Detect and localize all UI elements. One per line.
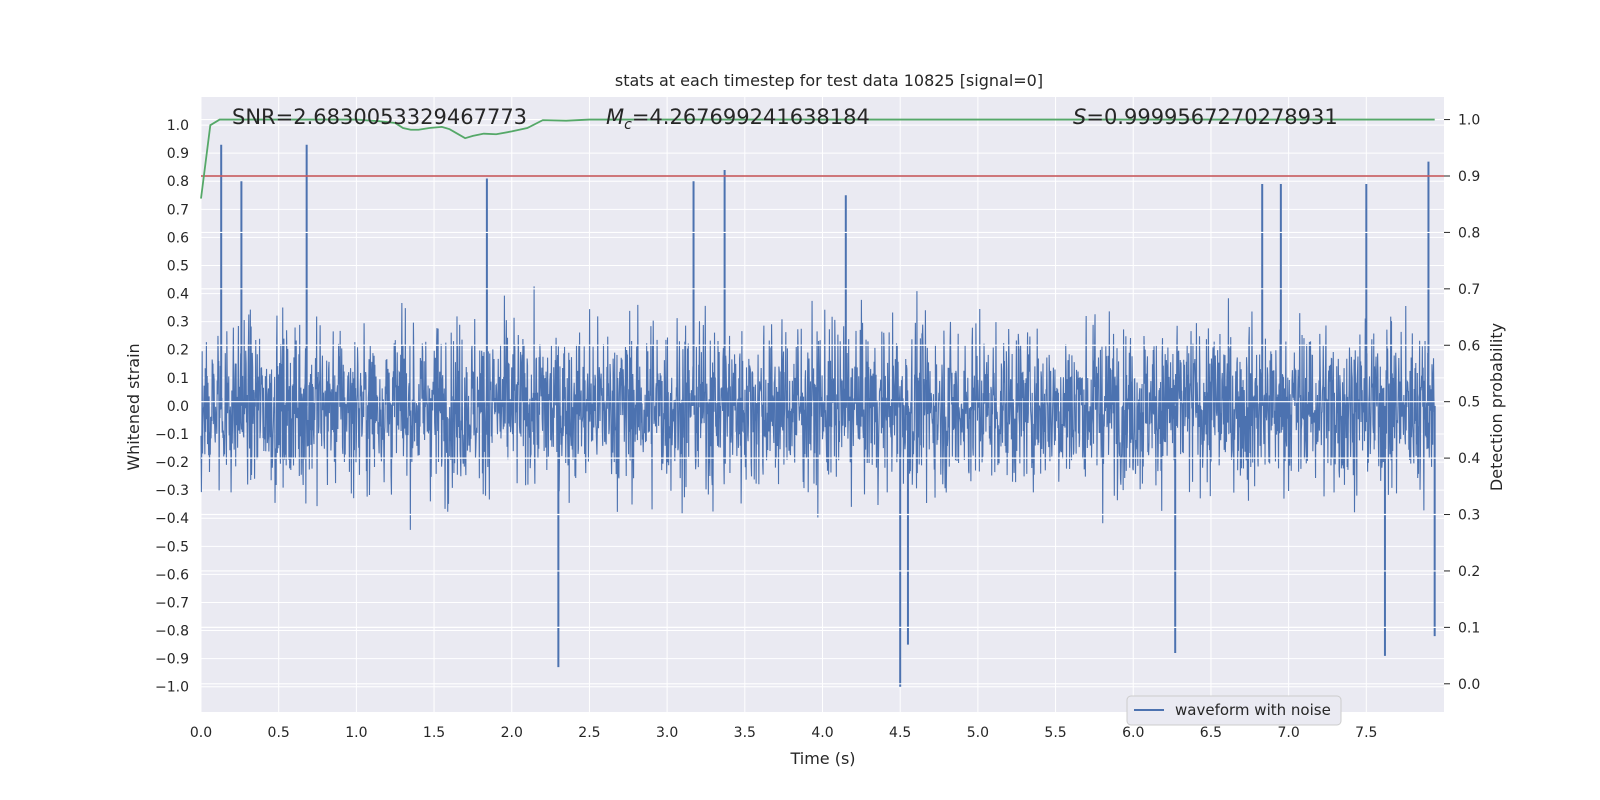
y-tick-label: 0.5 xyxy=(167,258,189,274)
x-tick-label: 2.0 xyxy=(501,725,523,741)
s-value: =0.9999567270278931 xyxy=(1086,105,1337,129)
y-tick-label: 0.4 xyxy=(167,287,189,303)
x-tick-label: 3.5 xyxy=(734,725,756,741)
y-tick-label: −0.6 xyxy=(155,567,189,583)
y2-tick-label: 0.5 xyxy=(1458,395,1480,411)
y-tick-label: −1.0 xyxy=(155,680,189,696)
chart-title: stats at each timestep for test data 108… xyxy=(615,71,1043,90)
x-tick-label: 7.0 xyxy=(1277,725,1299,741)
y2-tick-label: 0.4 xyxy=(1458,451,1480,467)
y-tick-label: 0.6 xyxy=(167,230,189,246)
legend: waveform with noise xyxy=(1126,695,1342,726)
snr-annotation: SNR=2.6830053329467773 xyxy=(232,105,527,129)
x-tick-label: 6.5 xyxy=(1200,725,1222,741)
chirp-mass-subscript: c xyxy=(624,117,632,133)
y-tick-label: −0.4 xyxy=(155,511,189,527)
y2-tick-label: 0.9 xyxy=(1458,169,1480,185)
y-tick-label: −0.7 xyxy=(155,595,189,611)
x-tick-label: 5.0 xyxy=(967,725,989,741)
x-tick-label: 5.5 xyxy=(1044,725,1066,741)
y2-tick-label: 0.2 xyxy=(1458,564,1480,580)
x-tick-label: 1.5 xyxy=(423,725,445,741)
x-axis-label: Time (s) xyxy=(789,749,855,768)
y-tick-label: 0.3 xyxy=(167,315,189,331)
x-tick-label: 4.5 xyxy=(889,725,911,741)
x-tick-label: 6.0 xyxy=(1122,725,1144,741)
y2-tick-label: 0.3 xyxy=(1458,508,1480,524)
y2-tick-label: 0.8 xyxy=(1458,225,1480,241)
y2-tick-label: 0.6 xyxy=(1458,338,1480,354)
probability-line xyxy=(200,118,1435,199)
s-annotation: S=0.9999567270278931 xyxy=(1073,105,1338,129)
chirp-mass-symbol: M xyxy=(606,105,624,129)
y2-tick-label: 0.7 xyxy=(1458,282,1480,298)
x-tick-label: 2.5 xyxy=(578,725,600,741)
y2-tick-label: 0.1 xyxy=(1458,620,1480,636)
y-tick-label: 1.0 xyxy=(167,118,189,134)
legend-box xyxy=(1126,695,1342,726)
y2-tick-label: 0.0 xyxy=(1458,677,1480,693)
chirp-mass-annotation: Mc=4.267699241638184 xyxy=(606,105,870,133)
probability-series xyxy=(200,118,1444,199)
x-tick-label: 1.0 xyxy=(345,725,367,741)
x-tick-label: 0.0 xyxy=(190,725,212,741)
x-tick-label: 7.5 xyxy=(1355,725,1377,741)
y-axis-label: Whitened strain xyxy=(124,343,143,470)
legend-label: waveform with noise xyxy=(1175,701,1331,719)
y2-axis-label: Detection probability xyxy=(1487,323,1506,491)
y-tick-label: 0.0 xyxy=(167,399,189,415)
y-tick-label: 0.8 xyxy=(167,174,189,190)
y-tick-label: −0.1 xyxy=(155,427,189,443)
waveform-line xyxy=(200,286,1435,530)
y-tick-label: 0.9 xyxy=(167,146,189,162)
s-symbol: S xyxy=(1073,105,1086,129)
y-tick-label: −0.8 xyxy=(155,624,189,640)
y-tick-label: 0.7 xyxy=(167,202,189,218)
y-tick-labels: 1.0 0.9 0.8 0.7 0.6 0.5 0.4 0.3 0.2 0.1 0.0 −0.1 −0.… xyxy=(155,118,189,696)
waveform-series xyxy=(200,144,1436,687)
x-tick-label: 4.0 xyxy=(811,725,833,741)
x-tick-labels: 0.0 0.5 1.0 1.5 2.0 2.5 3.0 3.5 4.0 4.5 5.0 5.5 6.0 6… xyxy=(190,725,1378,741)
y-tick-label: 0.1 xyxy=(167,371,189,387)
x-tick-label: 0.5 xyxy=(268,725,290,741)
x-tick-label: 3.0 xyxy=(656,725,678,741)
y2-tick-label: 1.0 xyxy=(1458,113,1480,129)
y-tick-label: −0.5 xyxy=(155,539,189,555)
y-tick-label: −0.9 xyxy=(155,652,189,668)
y2-tick-labels: 1.0 0.9 0.8 0.7 0.6 0.5 0.4 0.3 0.2 0.1 0.0 xyxy=(1444,113,1480,693)
y-tick-label: −0.2 xyxy=(155,455,189,471)
chirp-mass-value: =4.267699241638184 xyxy=(632,105,870,129)
y-tick-label: 0.2 xyxy=(167,343,189,359)
y-tick-label: −0.3 xyxy=(155,483,189,499)
